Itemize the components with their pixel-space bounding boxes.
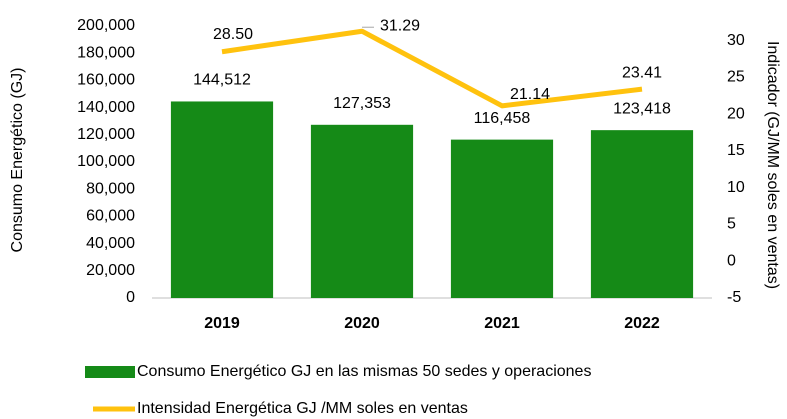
y2-tick-label: 15 xyxy=(727,142,745,159)
y-tick-label: 40,000 xyxy=(86,235,135,252)
y-tick-label: 0 xyxy=(126,289,135,306)
y-axis-title: Consumo Energético (GJ) xyxy=(9,68,26,253)
line-value-label: 23.41 xyxy=(622,64,662,81)
legend-swatch xyxy=(85,366,135,378)
legend-label: Intensidad Energética GJ /MM soles en ve… xyxy=(137,400,468,417)
legend-label: Consumo Energético GJ en las mismas 50 s… xyxy=(137,363,591,380)
y-tick-label: 100,000 xyxy=(77,153,135,170)
line-value-label: 28.50 xyxy=(213,26,253,43)
x-tick-label: 2021 xyxy=(484,315,520,332)
y-tick-label: 160,000 xyxy=(77,72,135,89)
y-tick-label: 180,000 xyxy=(77,44,135,61)
y-tick-label: 60,000 xyxy=(86,208,135,225)
bar xyxy=(590,130,694,298)
bar-value-label: 127,353 xyxy=(333,95,391,112)
y-tick-label: 120,000 xyxy=(77,126,135,143)
y2-tick-label: 25 xyxy=(727,69,745,86)
y2-axis-title: Indicador (GJ/MM soles en ventas) xyxy=(764,41,781,289)
bar xyxy=(170,101,274,298)
line-value-label: 21.14 xyxy=(510,86,550,103)
x-tick-label: 2022 xyxy=(624,315,660,332)
bar-value-label: 116,458 xyxy=(474,110,531,127)
line xyxy=(221,28,643,109)
bar-value-label: 123,418 xyxy=(613,100,671,117)
y-tick-label: 200,000 xyxy=(77,17,135,34)
x-tick-label: 2019 xyxy=(204,315,240,332)
y-tick-label: 140,000 xyxy=(77,99,135,116)
bar xyxy=(310,124,414,298)
y2-tick-label: 10 xyxy=(727,179,745,196)
y2-tick-label: 0 xyxy=(727,252,736,269)
y2-tick-label: 30 xyxy=(727,32,745,49)
y-tick-label: 20,000 xyxy=(86,262,135,279)
y-tick-label: 80,000 xyxy=(86,180,135,197)
y2-tick-label: 20 xyxy=(727,105,745,122)
line-value-label: 31.29 xyxy=(380,17,420,34)
bar xyxy=(450,139,554,298)
y2-tick-label: 5 xyxy=(727,216,736,233)
y2-tick-label: -5 xyxy=(727,289,741,306)
x-tick-label: 2020 xyxy=(344,315,380,332)
bar-value-label: 144,512 xyxy=(193,72,251,89)
